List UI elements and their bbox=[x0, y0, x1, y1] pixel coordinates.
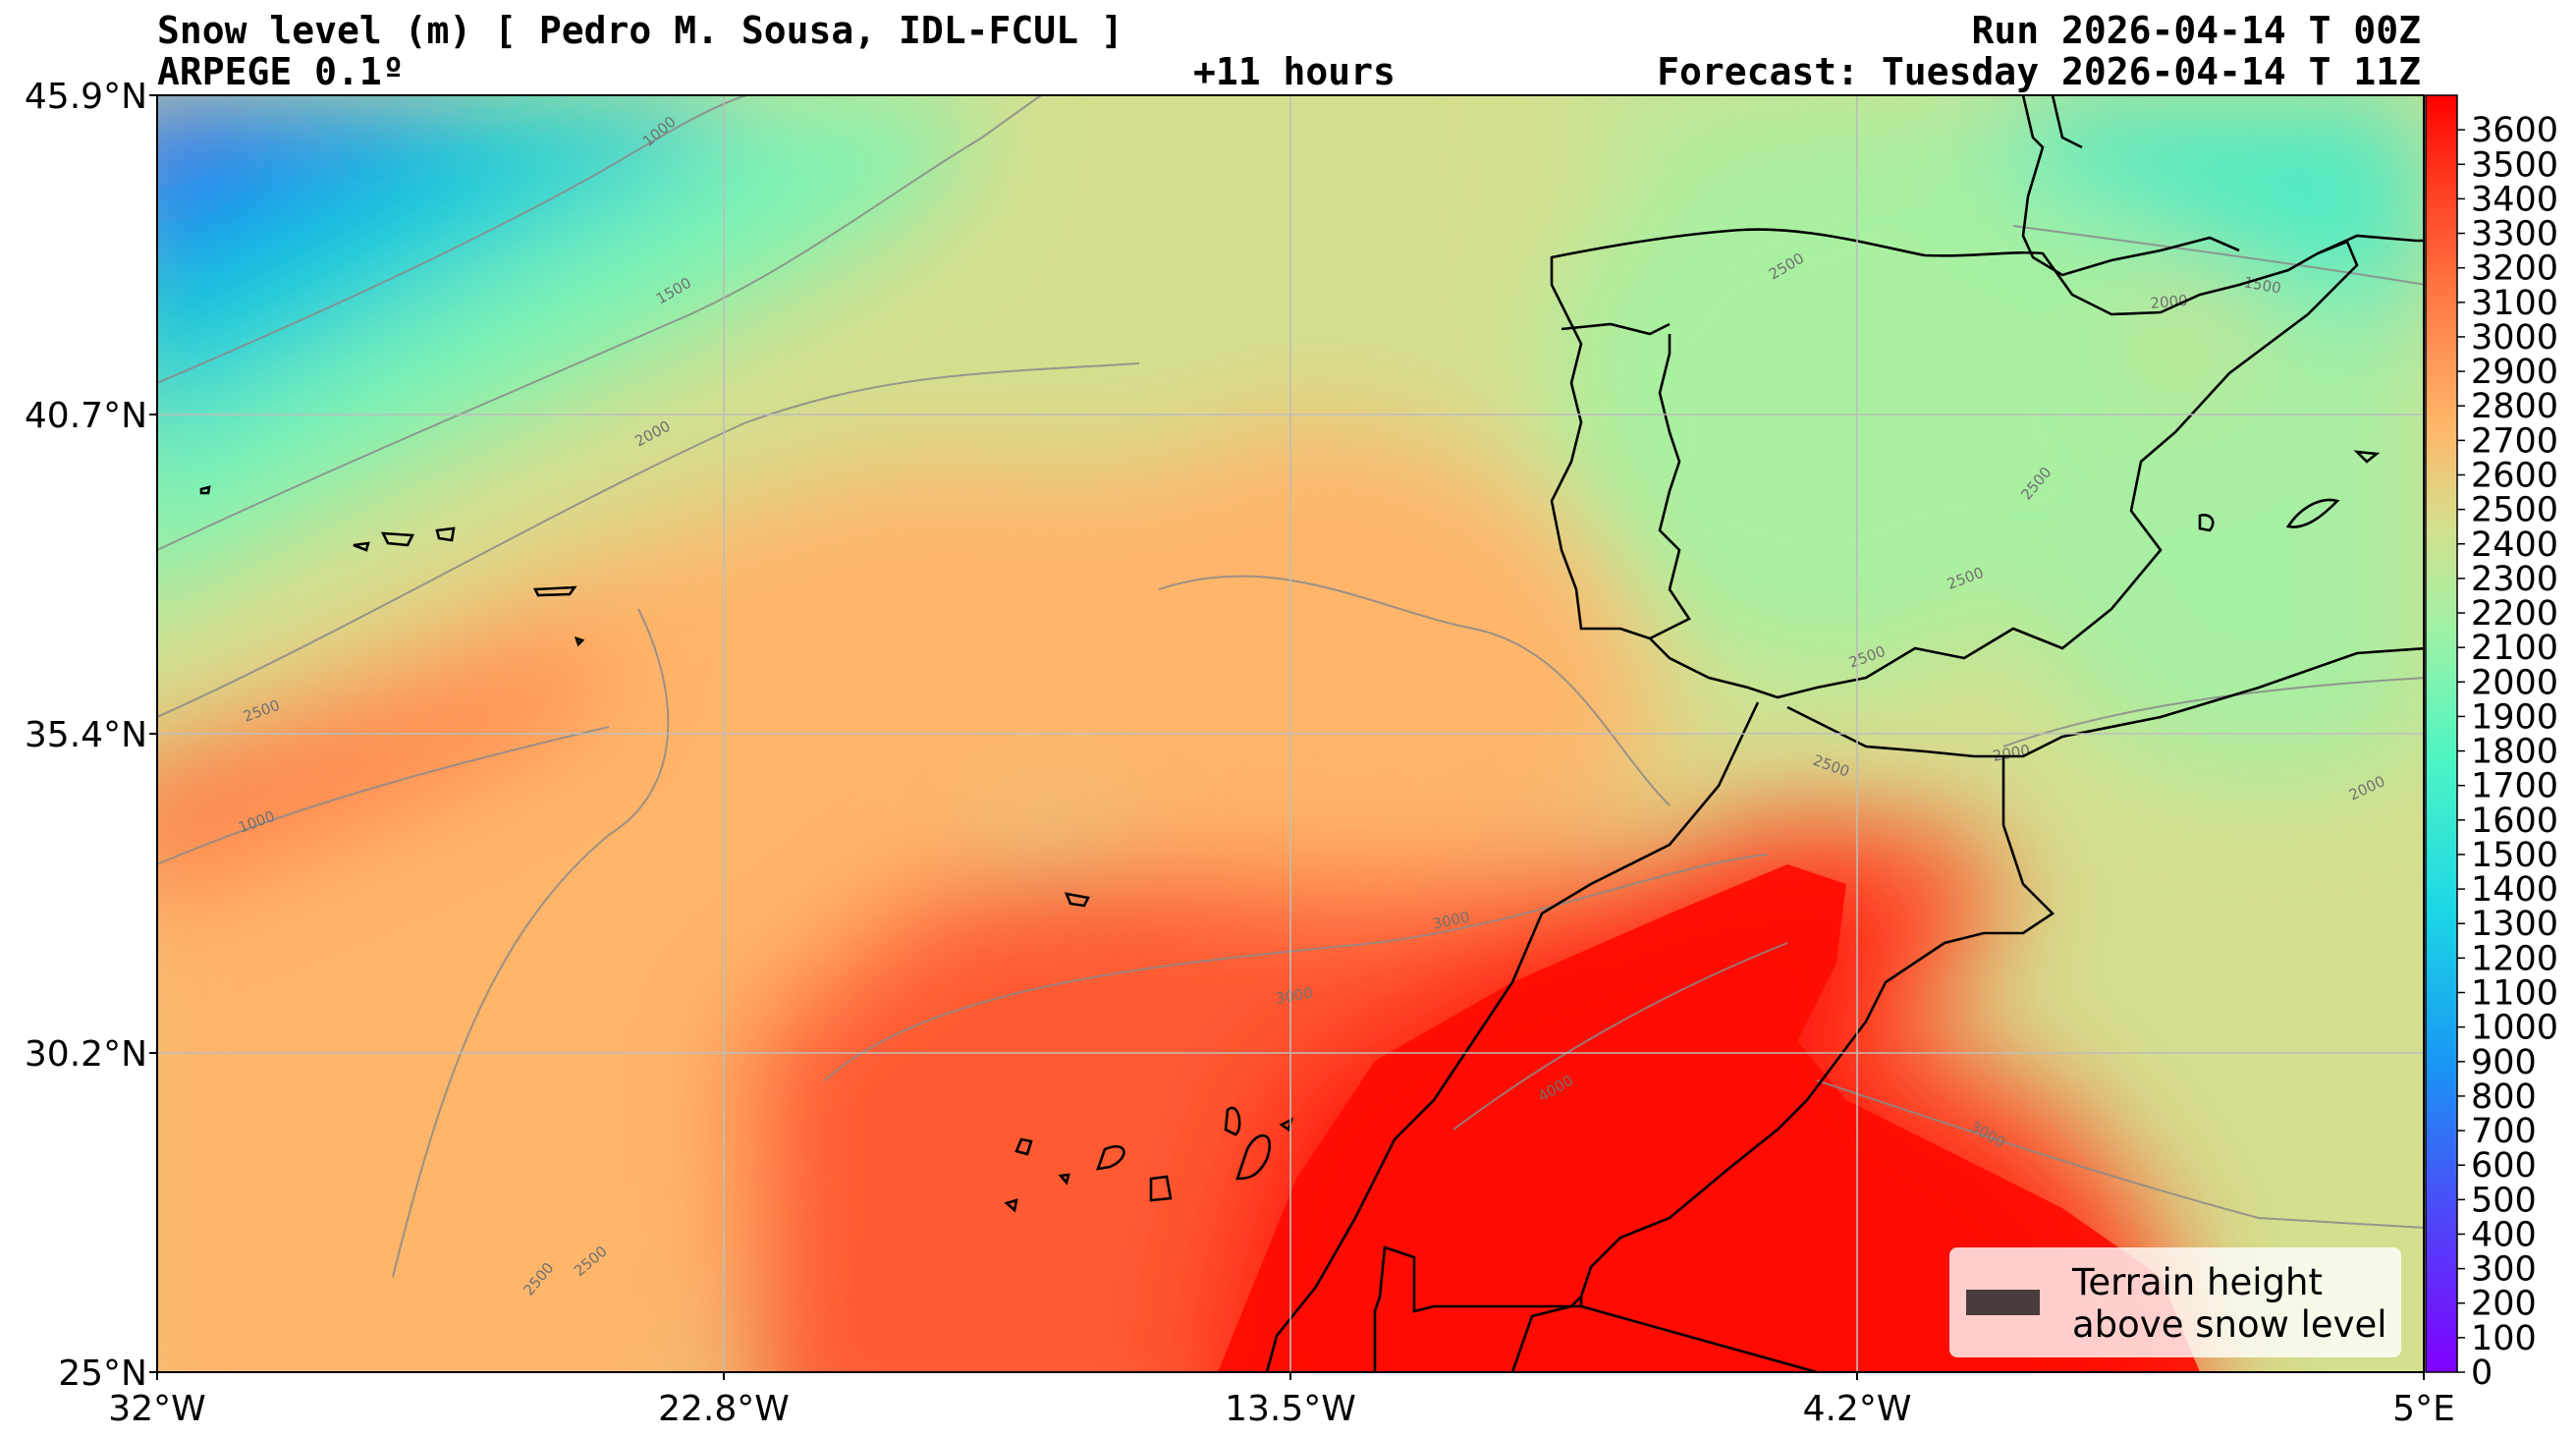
colorbar-tick-label: 200 bbox=[2471, 1285, 2537, 1324]
colorbar-tick-label: 100 bbox=[2471, 1319, 2537, 1358]
contour-label: 2000 bbox=[2150, 292, 2189, 312]
legend-box bbox=[1949, 1247, 2401, 1357]
colorbar-tick-label: 900 bbox=[2471, 1043, 2537, 1082]
x-tick-label: 13.5°W bbox=[1225, 1389, 1356, 1429]
colorbar-tick-label: 2300 bbox=[2471, 560, 2558, 599]
run-label: Run 2026-04-14 T 00Z bbox=[1971, 9, 2421, 52]
y-tick-label: 40.7°N bbox=[25, 396, 147, 436]
colorbar-tick-label: 400 bbox=[2471, 1215, 2537, 1254]
colorbar-tick-label: 1000 bbox=[2471, 1009, 2558, 1048]
colorbar-tick-label: 1300 bbox=[2471, 905, 2558, 944]
colorbar-tick-label: 1200 bbox=[2471, 939, 2558, 978]
colorbar-tick-label: 3400 bbox=[2471, 180, 2558, 219]
y-tick-label: 35.4°N bbox=[25, 715, 147, 755]
colorbar-tick-label: 2100 bbox=[2471, 629, 2558, 668]
legend-label: Terrain height above snow level bbox=[2071, 1261, 2387, 1346]
model-label: ARPEGE 0.1º bbox=[157, 50, 405, 93]
colorbar-tick-label: 3300 bbox=[2471, 215, 2558, 254]
y-tick-label: 25°N bbox=[58, 1354, 147, 1394]
legend: Terrain height above snow level bbox=[1949, 1247, 2401, 1357]
colorbar-tick-label: 3600 bbox=[2471, 111, 2558, 150]
chart-title: Snow level (m) [ Pedro M. Sousa, IDL-FCU… bbox=[157, 9, 1124, 52]
colorbar-tick-label: 300 bbox=[2471, 1250, 2537, 1290]
y-axis-ticks: 45.9°N 40.7°N 35.4°N 30.2°N 25°N bbox=[25, 77, 157, 1394]
x-tick-label: 32°W bbox=[108, 1389, 205, 1429]
colorbar-tick-label: 2000 bbox=[2471, 663, 2558, 702]
x-tick-label: 22.8°W bbox=[658, 1389, 790, 1429]
colorbar-tick-label: 0 bbox=[2471, 1354, 2493, 1393]
colorbar-tick-label: 800 bbox=[2471, 1078, 2537, 1117]
colorbar-tick-label: 500 bbox=[2471, 1181, 2537, 1220]
colorbar-tick-label: 600 bbox=[2471, 1146, 2537, 1186]
colorbar-tick-label: 2700 bbox=[2471, 421, 2558, 461]
colorbar-tick-label: 1600 bbox=[2471, 801, 2558, 841]
colorbar-tick-label: 1500 bbox=[2471, 836, 2558, 875]
y-tick-label: 45.9°N bbox=[25, 77, 147, 117]
gridlines bbox=[157, 95, 2424, 1372]
y-tick-label: 30.2°N bbox=[25, 1034, 147, 1075]
colorbar-tick-label: 1400 bbox=[2471, 870, 2558, 910]
colorbar-tick-label: 3500 bbox=[2471, 145, 2558, 185]
colorbar-gradient bbox=[2426, 95, 2457, 1372]
colorbar-tick-label: 1100 bbox=[2471, 974, 2558, 1014]
x-tick-label: 5°E bbox=[2392, 1389, 2455, 1429]
colorbar-tick-label: 2800 bbox=[2471, 387, 2558, 426]
colorbar-tick-label: 2200 bbox=[2471, 594, 2558, 634]
x-tick-label: 4.2°W bbox=[1803, 1389, 1912, 1429]
x-axis-ticks: 32°W 22.8°W 13.5°W 4.2°W 5°E bbox=[108, 1372, 2455, 1429]
colorbar-tick-label: 3000 bbox=[2471, 318, 2558, 358]
colorbar-tick-label: 1700 bbox=[2471, 767, 2558, 806]
colorbar-tick-label: 3100 bbox=[2471, 284, 2558, 323]
colorbar-tick-label: 2900 bbox=[2471, 353, 2558, 392]
forecast-label: Forecast: Tuesday 2026-04-14 T 11Z bbox=[1657, 50, 2421, 93]
colorbar-tick-label: 3200 bbox=[2471, 249, 2558, 289]
lead-time-label: +11 hours bbox=[1193, 50, 1396, 93]
colorbar: 0100200300400500600700800900100011001200… bbox=[2425, 94, 2558, 1393]
colorbar-tick-label: 700 bbox=[2471, 1112, 2537, 1151]
colorbar-tick-label: 2500 bbox=[2471, 491, 2558, 530]
coastlines bbox=[199, 95, 2424, 1372]
colorbar-tick-label: 2600 bbox=[2471, 456, 2558, 495]
colorbar-tick-label: 1900 bbox=[2471, 697, 2558, 737]
colorbar-tick-label: 2400 bbox=[2471, 525, 2558, 565]
colorbar-tick-label: 1800 bbox=[2471, 733, 2558, 772]
legend-swatch bbox=[1966, 1290, 2040, 1315]
snow-level-field: 1000 1500 2000 2500 1000 3000 3000 4000 … bbox=[157, 95, 2424, 1372]
